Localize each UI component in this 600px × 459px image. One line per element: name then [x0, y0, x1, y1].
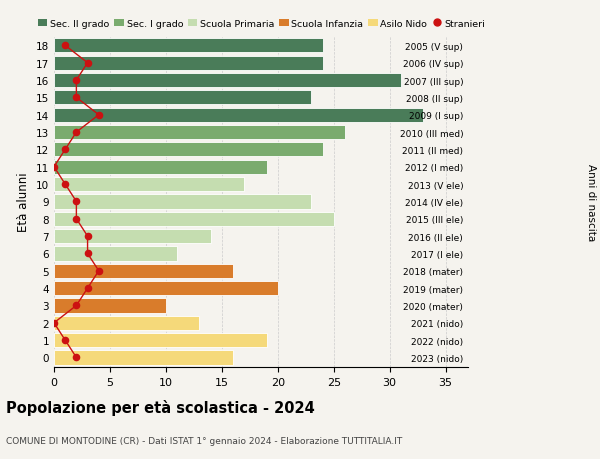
Bar — [54, 247, 177, 261]
Bar — [54, 39, 323, 53]
Legend: Sec. II grado, Sec. I grado, Scuola Primaria, Scuola Infanzia, Asilo Nido, Stran: Sec. II grado, Sec. I grado, Scuola Prim… — [38, 20, 485, 29]
Point — [71, 198, 81, 206]
Bar — [54, 74, 401, 88]
Point — [71, 95, 81, 102]
Point — [71, 302, 81, 309]
Bar — [54, 178, 244, 192]
Bar — [54, 264, 233, 278]
Bar — [54, 212, 334, 226]
Point — [94, 112, 104, 119]
Point — [71, 216, 81, 223]
Bar — [54, 143, 323, 157]
Y-axis label: Età alunni: Età alunni — [17, 172, 31, 232]
Bar — [54, 351, 233, 365]
Point — [61, 43, 70, 50]
Point — [61, 337, 70, 344]
Text: COMUNE DI MONTODINE (CR) - Dati ISTAT 1° gennaio 2024 - Elaborazione TUTTITALIA.: COMUNE DI MONTODINE (CR) - Dati ISTAT 1°… — [6, 436, 402, 445]
Text: Anni di nascita: Anni di nascita — [586, 163, 596, 241]
Point — [71, 77, 81, 84]
Bar — [54, 108, 423, 123]
Point — [83, 250, 92, 257]
Point — [61, 146, 70, 154]
Bar — [54, 316, 199, 330]
Point — [71, 129, 81, 136]
Bar — [54, 160, 266, 174]
Point — [83, 233, 92, 240]
Point — [83, 60, 92, 67]
Bar — [54, 230, 211, 244]
Text: Popolazione per età scolastica - 2024: Popolazione per età scolastica - 2024 — [6, 399, 315, 415]
Bar — [54, 91, 311, 105]
Bar — [54, 56, 323, 71]
Bar — [54, 126, 345, 140]
Bar — [54, 195, 311, 209]
Bar — [54, 281, 278, 296]
Bar — [54, 299, 166, 313]
Point — [49, 164, 59, 171]
Point — [83, 285, 92, 292]
Point — [49, 319, 59, 327]
Point — [94, 268, 104, 275]
Point — [71, 354, 81, 361]
Bar — [54, 333, 266, 347]
Point — [61, 181, 70, 188]
